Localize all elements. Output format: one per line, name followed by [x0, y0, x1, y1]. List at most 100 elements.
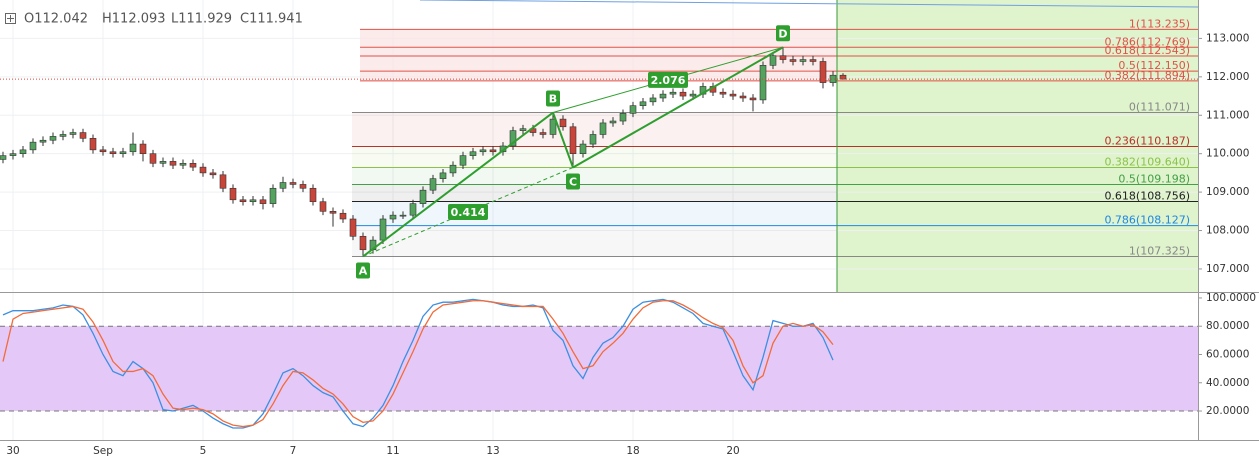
candle-body — [629, 105, 637, 114]
fib-zone — [352, 201, 837, 226]
candle-body — [169, 161, 177, 166]
candle-body — [829, 74, 837, 83]
candle-body — [279, 182, 287, 189]
legend-high: H112.093 — [102, 12, 166, 27]
legend-icon[interactable] — [5, 13, 16, 24]
ratio-label: 2.076 — [651, 74, 686, 87]
candle-body — [9, 153, 17, 156]
candle-body — [769, 55, 777, 66]
stoch-line — [2, 298, 834, 429]
front-layer: 107.000 108.000 109.000 110.000 111.000 11 2.0… — [0, 17, 1256, 457]
candle-body — [29, 141, 37, 151]
candle-body — [379, 218, 387, 241]
candle-body — [269, 187, 277, 204]
candle-body — [239, 199, 247, 203]
y-tick-label: 80.0000 — [1206, 320, 1249, 332]
x-tick-label: 13 — [486, 445, 499, 457]
candle-body — [119, 151, 127, 154]
legend-close: C111.941 — [240, 12, 303, 27]
candle-body — [199, 166, 207, 174]
candle-body — [609, 120, 617, 124]
y-tick-label: 107.000 — [1206, 263, 1249, 275]
y-tick-label: 109.000 — [1206, 186, 1249, 198]
x-tick-label: 11 — [386, 445, 399, 457]
y-tick-label: 111.000 — [1206, 109, 1249, 121]
stoch-band — [0, 326, 1198, 412]
candle-body — [689, 93, 697, 97]
candle-body — [599, 122, 607, 135]
candle-body — [389, 214, 397, 220]
candle-body — [669, 91, 677, 95]
pattern-leg — [552, 112, 574, 168]
legend-low: L111.929 — [171, 12, 232, 27]
candle-body — [659, 93, 667, 99]
legend-open: O112.042 — [24, 12, 88, 27]
fib-zone — [352, 146, 837, 168]
ratio-label: 0.414 — [451, 206, 486, 219]
trend-line — [419, 0, 1199, 8]
candle-body — [579, 143, 587, 154]
candle-body — [129, 143, 137, 153]
x-tick-label: Sep — [93, 445, 113, 457]
candle-body — [619, 113, 627, 122]
candle-body — [209, 172, 217, 176]
candle-body — [819, 61, 827, 83]
candle-body — [249, 199, 257, 203]
candle-body — [109, 151, 117, 154]
candle-body — [479, 149, 487, 153]
candle-body — [489, 149, 497, 153]
candle-body — [59, 134, 67, 137]
x-tick-label: 5 — [200, 445, 207, 457]
fib-label: 0.5(109.198) — [1118, 172, 1190, 185]
fib-zone — [352, 184, 837, 202]
candle-body — [329, 211, 337, 214]
point-badge — [566, 173, 580, 190]
point-label: A — [359, 264, 368, 277]
candle-body — [809, 59, 817, 62]
candle-body — [399, 214, 407, 217]
fib-label: 0.786(112.769) — [1104, 35, 1190, 48]
candle-body — [519, 128, 527, 131]
candle-body — [799, 59, 807, 62]
y-tick-label: 108.000 — [1206, 225, 1249, 237]
y-tick-label: 100.0000 — [1206, 292, 1256, 304]
candle-body — [589, 134, 597, 145]
candle-body — [339, 212, 347, 220]
candle-body — [739, 95, 747, 99]
x-tick-label: 30 — [6, 445, 19, 457]
point-badge — [776, 25, 790, 42]
legend-icon-box[interactable] — [5, 13, 16, 24]
candle-body — [429, 178, 437, 191]
x-tick-label: 18 — [626, 445, 639, 457]
fib-label: 1(113.235) — [1129, 17, 1190, 30]
pattern-leg — [362, 111, 554, 258]
candle-body — [409, 203, 417, 216]
candle-body — [779, 55, 787, 60]
candle-body — [179, 162, 187, 166]
fib-label: 0.382(109.640) — [1104, 156, 1190, 169]
fib-upper-zone — [360, 29, 837, 81]
pattern-leg — [572, 46, 784, 169]
candle-body — [319, 201, 327, 212]
fib-label: 0(111.071) — [1129, 101, 1190, 114]
x-tick-label: 20 — [726, 445, 739, 457]
candle-body — [49, 136, 57, 141]
stoch-line — [2, 300, 834, 428]
point-label: D — [778, 27, 787, 40]
candle-body — [229, 187, 237, 201]
x-tick-label: 7 — [290, 445, 297, 457]
candle-body — [549, 118, 557, 135]
candle-body — [359, 235, 367, 251]
candle-body — [309, 187, 317, 203]
back-layer — [0, 0, 1198, 440]
fib-label: 1(107.325) — [1129, 244, 1190, 257]
y-tick-label: 110.000 — [1206, 148, 1249, 160]
fib-label: 0.236(110.187) — [1104, 134, 1190, 147]
candle-body — [639, 101, 647, 106]
fib-label: 0.382(111.894) — [1104, 69, 1190, 82]
fib-zone — [352, 167, 837, 185]
candle-body — [89, 138, 97, 151]
candle-body — [759, 65, 767, 101]
y-tick-label: 60.0000 — [1206, 348, 1249, 360]
